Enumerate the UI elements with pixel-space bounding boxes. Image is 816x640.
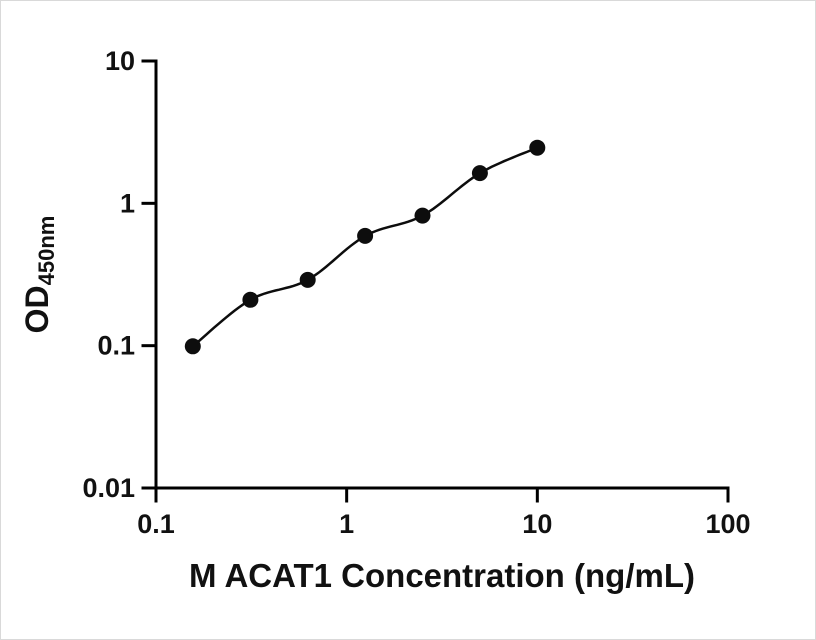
y-tick-label: 0.1 (97, 331, 135, 361)
y-axis-title: OD450nm (19, 216, 59, 334)
data-point (299, 271, 316, 288)
data-point (471, 165, 488, 182)
data-point (414, 207, 431, 224)
x-tick-label: 10 (522, 509, 552, 539)
data-point (357, 227, 374, 244)
x-tick-label: 100 (705, 509, 750, 539)
axes (154, 59, 730, 490)
y-tick-label: 10 (105, 46, 135, 76)
x-tick-label: 0.1 (137, 509, 175, 539)
data-point (529, 139, 546, 156)
data-point (184, 338, 201, 355)
y-axis-title-sub: 450nm (34, 216, 59, 286)
x-tick-label: 1 (339, 509, 354, 539)
x-axis-title: M ACAT1 Concentration (ng/mL) (189, 557, 695, 594)
axis-ticks (141, 59, 730, 503)
y-tick-label: 1 (120, 188, 135, 218)
data-point (242, 291, 259, 308)
data-points (184, 139, 546, 355)
y-axis-title-main: OD (19, 285, 55, 333)
y-tick-label: 0.01 (82, 473, 135, 503)
